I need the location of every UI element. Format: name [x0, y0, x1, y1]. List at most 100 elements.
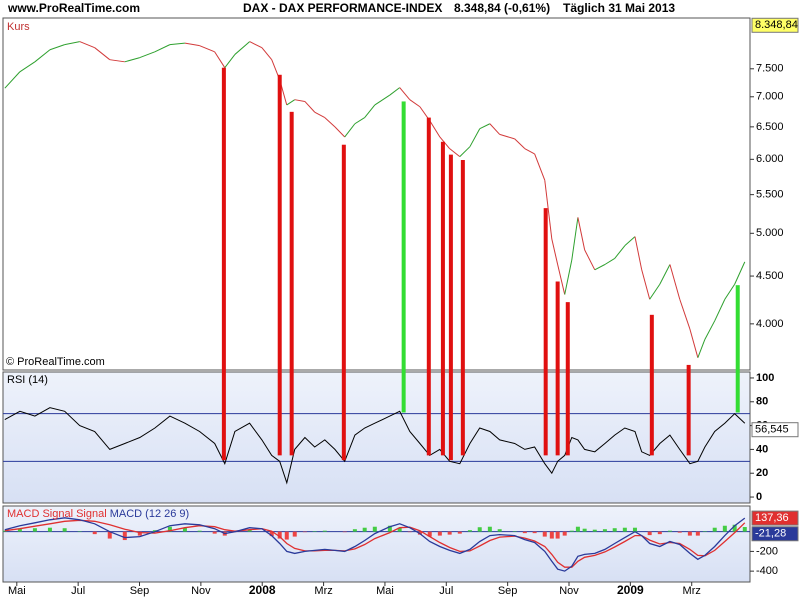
histogram-bar: [107, 531, 112, 539]
histogram-bar: [722, 525, 727, 532]
y-tick-label: 7.500: [756, 63, 784, 75]
x-tick-label: Nov: [191, 585, 211, 597]
price-segment: [614, 245, 626, 259]
histogram-bar: [92, 531, 97, 535]
histogram-bar: [569, 530, 574, 532]
y-tick-label: 100: [756, 372, 774, 384]
price-segment: [449, 148, 461, 158]
price-segment: [584, 249, 596, 271]
price-segment: [499, 133, 515, 140]
histogram-bar: [477, 527, 482, 532]
histogram-bar: [2, 530, 7, 532]
price-segment: [557, 264, 566, 295]
price-segment: [169, 42, 185, 46]
histogram-bar: [522, 531, 527, 534]
price-segment: [659, 264, 671, 285]
price-segment: [364, 104, 376, 118]
price-segment: [724, 283, 736, 300]
histogram-bar: [212, 531, 217, 534]
x-tick-label: Sep: [130, 585, 150, 597]
histogram-bar: [277, 531, 282, 539]
signal-bar: [555, 281, 560, 456]
histogram-bar: [497, 529, 502, 532]
price-segment: [19, 61, 36, 73]
rsi-line: [4, 407, 746, 485]
x-tick-label: 2008: [249, 583, 276, 597]
price-segment: [641, 269, 651, 300]
legend-entry: MACD Signal Signal: [7, 508, 107, 520]
y-tick-label: 4.500: [756, 270, 784, 282]
price-segment: [374, 94, 391, 106]
price-segment: [459, 146, 471, 157]
price-segment: [649, 283, 661, 300]
signal-bar: [289, 111, 294, 456]
price-segment: [514, 138, 526, 150]
price-segment: [124, 57, 140, 63]
signal-bar: [426, 117, 431, 456]
signal-bar: [277, 74, 282, 456]
signal-bar: [221, 67, 226, 461]
histogram-bar: [62, 528, 67, 532]
x-tick-label: Mrz: [314, 585, 332, 597]
histogram-bar: [612, 528, 617, 532]
price-segment: [94, 47, 111, 61]
price-segment: [489, 123, 501, 135]
y-tick-label: 80: [756, 396, 768, 408]
histogram-bar: [677, 531, 682, 533]
rsi-panel: [2, 371, 751, 504]
site: www.ProRealTime.com: [7, 1, 140, 15]
value-tag: [751, 526, 799, 542]
signal-bar: [565, 302, 570, 456]
quote: 8.348,84 (-0,61%): [454, 1, 550, 15]
price-segment: [214, 51, 226, 68]
histogram-bar: [592, 529, 597, 532]
value-tag: [751, 17, 799, 33]
signal-bar: [460, 160, 465, 456]
histogram-bar: [487, 526, 492, 532]
price-segment: [389, 87, 400, 96]
histogram-bar: [657, 531, 662, 535]
y-tick-label: 20: [756, 467, 768, 479]
price-segment: [49, 44, 65, 51]
price-segment: [314, 111, 326, 119]
histogram-bar: [447, 531, 452, 535]
panel-label: RSI (14): [7, 374, 48, 386]
price-segment: [234, 41, 250, 55]
price-segment: [534, 153, 546, 181]
histogram-bar: [467, 530, 472, 532]
histogram-bar: [555, 531, 560, 539]
value-tag-label: -21,28: [755, 528, 786, 540]
price-segment: [429, 120, 441, 138]
price-segment: [689, 328, 699, 358]
y-tick-label: 7.000: [756, 91, 784, 103]
price-segment: [714, 299, 726, 322]
histogram-bar: [562, 531, 567, 536]
price-segment: [704, 320, 716, 340]
histogram-bar: [457, 531, 462, 534]
histogram-bar: [687, 531, 692, 536]
signal-bar: [440, 141, 445, 456]
price-segment: [734, 261, 746, 285]
histogram-bar: [284, 531, 289, 540]
price-segment: [304, 101, 316, 113]
y-tick-label: -400: [756, 565, 778, 577]
histogram-bar: [322, 530, 327, 532]
price-segment: [594, 264, 606, 271]
histogram-bar: [437, 531, 442, 536]
histogram-bar: [17, 528, 22, 532]
histogram-bar: [247, 529, 252, 532]
histogram-bar: [362, 527, 367, 532]
histogram-bar: [742, 527, 747, 532]
value-tag-label: 56,545: [755, 424, 789, 436]
x-tick-label: Mrz: [683, 585, 701, 597]
price-segment: [249, 41, 263, 49]
signal-bar: [401, 101, 406, 413]
histogram-bar: [695, 531, 700, 536]
histogram-bar: [602, 529, 607, 532]
histogram-bar: [542, 531, 547, 537]
y-tick-label: -200: [756, 545, 778, 557]
histogram-bar: [732, 524, 737, 532]
price-segment: [697, 339, 706, 358]
y-tick-label: 5.500: [756, 189, 784, 201]
